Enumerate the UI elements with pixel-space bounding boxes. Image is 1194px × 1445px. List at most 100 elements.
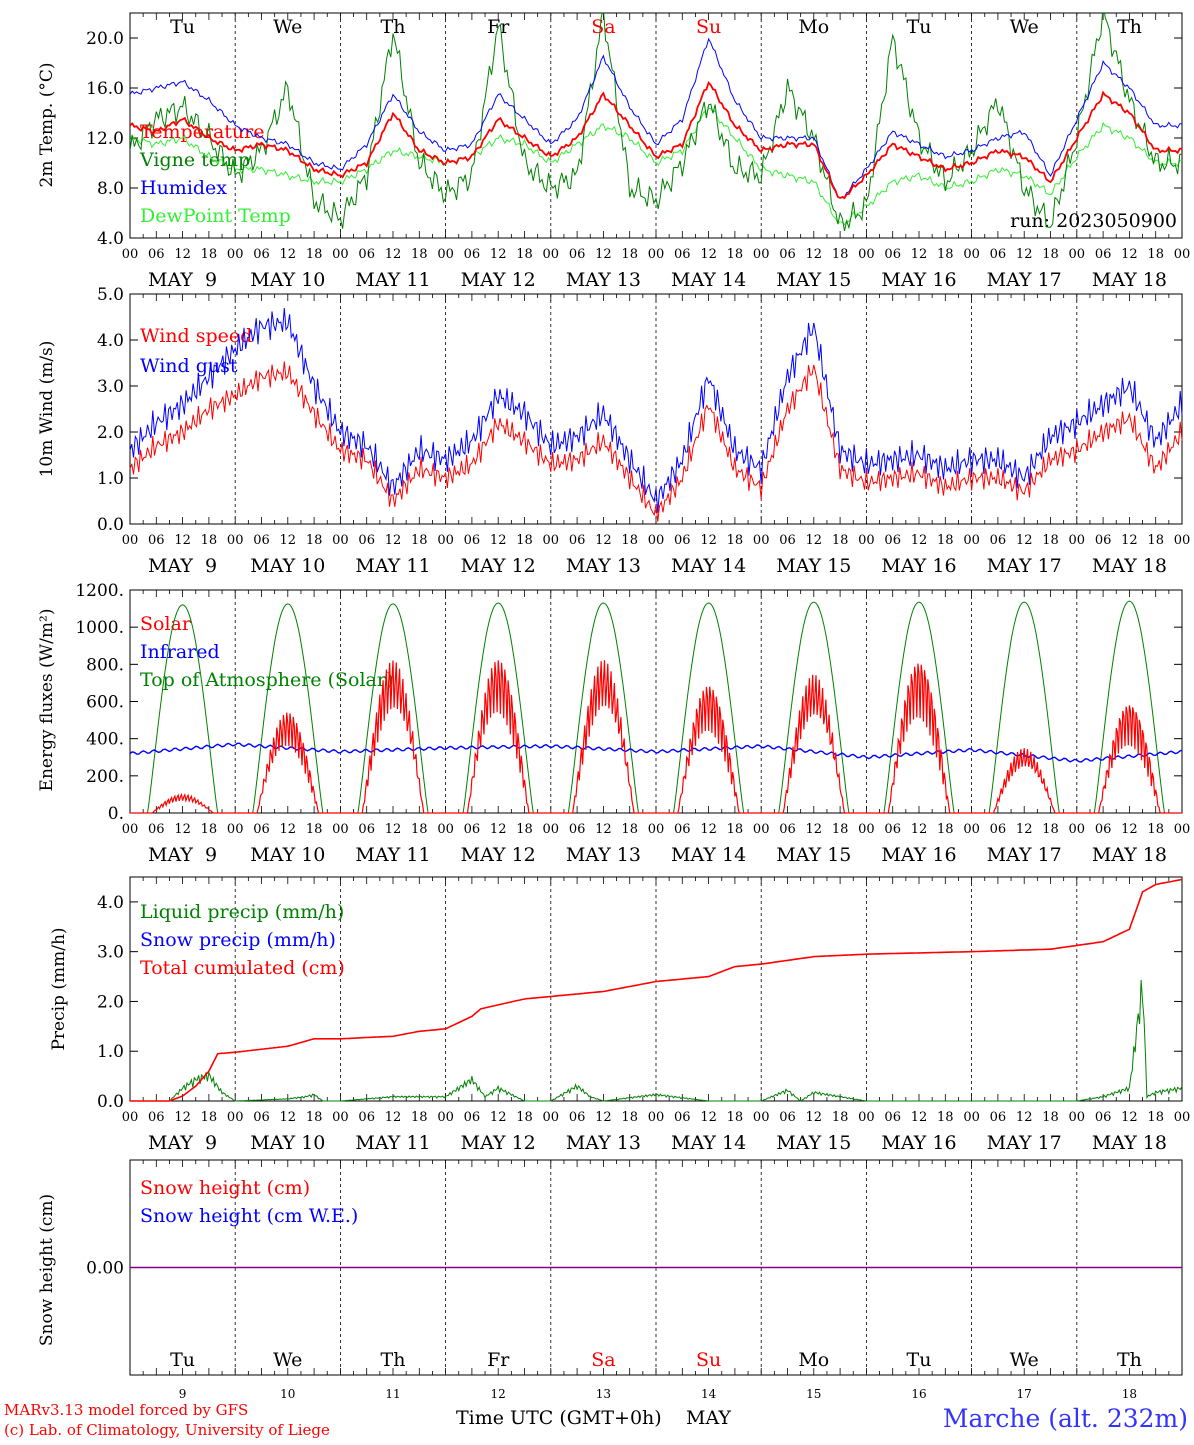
- weekday-label-bottom: Su: [696, 1349, 721, 1371]
- legend-entry: Snow precip (mm/h): [140, 929, 336, 951]
- hour-tick-label: 00: [753, 822, 770, 837]
- hour-tick-label: 06: [779, 247, 796, 262]
- date-label: MAY 9: [148, 555, 217, 577]
- hour-tick-label: 00: [858, 247, 875, 262]
- y-tick-label: 4.0: [97, 229, 124, 249]
- legend-entry: DewPoint Temp: [140, 205, 291, 227]
- hour-tick-label: 12: [174, 1110, 191, 1125]
- legend-entry: Top of Atmosphere (Solar): [140, 669, 393, 691]
- date-label: MAY 9: [148, 269, 217, 291]
- date-label: MAY 18: [1092, 269, 1167, 291]
- cumulated-precip-line: [130, 878, 1183, 1102]
- hour-tick-label: 06: [569, 247, 586, 262]
- hour-tick-label: 00: [122, 822, 139, 837]
- hour-tick-label: 00: [543, 822, 560, 837]
- hour-tick-label: 00: [753, 1110, 770, 1125]
- hour-tick-label: 06: [884, 1110, 901, 1125]
- hour-tick-label: 12: [911, 822, 928, 837]
- hour-tick-label: 00: [648, 822, 665, 837]
- y-tick-label: 0.00: [86, 1259, 124, 1279]
- hour-tick-label: 00: [332, 533, 349, 548]
- weekday-label-bottom: Th: [381, 1349, 406, 1371]
- hour-tick-label: 12: [700, 822, 717, 837]
- hour-tick-label: 18: [1147, 533, 1164, 548]
- hour-tick-label: 00: [963, 247, 980, 262]
- y-tick-label: 1200.: [75, 581, 124, 601]
- hour-tick-label: 18: [201, 1110, 218, 1125]
- date-label: MAY 10: [250, 555, 325, 577]
- weekday-label-bottom: Mo: [798, 1349, 829, 1371]
- hour-tick-label: 12: [595, 533, 612, 548]
- hour-tick-label: 18: [621, 247, 638, 262]
- hour-tick-label: 18: [621, 533, 638, 548]
- hour-tick-label: 18: [727, 247, 744, 262]
- y-tick-label: 2.0: [97, 423, 124, 443]
- y-tick-label: 0.0: [97, 1092, 124, 1112]
- hour-tick-label: 06: [569, 533, 586, 548]
- y-tick-label: 3.0: [97, 943, 124, 963]
- hour-tick-label: 06: [779, 1110, 796, 1125]
- hour-tick-label: 18: [1042, 533, 1059, 548]
- weekday-label: Th: [1117, 16, 1142, 38]
- hour-tick-label: 00: [1174, 247, 1191, 262]
- hour-tick-label: 12: [280, 533, 297, 548]
- date-label: MAY 15: [776, 1132, 851, 1154]
- hour-tick-label: 12: [1016, 533, 1033, 548]
- legend-entry: Infrared: [140, 641, 220, 663]
- hour-tick-label: 06: [990, 1110, 1007, 1125]
- hour-tick-label: 06: [358, 822, 375, 837]
- date-label: MAY 11: [355, 844, 430, 866]
- hour-tick-label: 00: [753, 533, 770, 548]
- hour-tick-label: 12: [700, 533, 717, 548]
- hour-tick-label: 12: [174, 533, 191, 548]
- time-axis-label: Time UTC (GMT+0h): [456, 1407, 662, 1429]
- date-label: MAY 18: [1092, 1132, 1167, 1154]
- legend-entry: Solar: [140, 613, 192, 635]
- legend-entry: Liquid precip (mm/h): [140, 901, 344, 923]
- panel-frame: [129, 589, 1183, 814]
- infrared-line: [129, 742, 1183, 763]
- hour-tick-label: 06: [464, 1110, 481, 1125]
- hour-tick-label: 12: [700, 1110, 717, 1125]
- hour-tick-label: 00: [648, 1110, 665, 1125]
- hour-tick-label: 12: [806, 533, 823, 548]
- date-label: MAY 17: [987, 555, 1062, 577]
- y-tick-label: 12.0: [86, 129, 124, 149]
- hour-tick-label: 06: [569, 822, 586, 837]
- hour-tick-label: 06: [1095, 247, 1112, 262]
- date-label: MAY 12: [461, 555, 536, 577]
- date-label: MAY 15: [776, 844, 851, 866]
- temp-line-lightgreen: [130, 107, 1182, 226]
- y-axis-label: 10m Wind (m/s): [37, 341, 57, 478]
- day-number: 17: [1017, 1387, 1032, 1401]
- y-tick-label: 800.: [86, 655, 124, 675]
- weekday-label: Su: [696, 16, 721, 38]
- hour-tick-label: 00: [858, 1110, 875, 1125]
- date-label: MAY 18: [1092, 555, 1167, 577]
- hour-tick-label: 12: [280, 822, 297, 837]
- hour-tick-label: 06: [674, 533, 691, 548]
- date-label: MAY 12: [461, 269, 536, 291]
- hour-tick-label: 18: [516, 533, 533, 548]
- hour-tick-label: 00: [1174, 1110, 1191, 1125]
- hour-tick-label: 18: [516, 822, 533, 837]
- hour-tick-label: 00: [332, 1110, 349, 1125]
- solar-line: [130, 660, 1182, 814]
- hour-tick-label: 00: [332, 822, 349, 837]
- hour-tick-label: 06: [884, 247, 901, 262]
- weekday-label-bottom: Tu: [170, 1349, 195, 1371]
- hour-tick-label: 12: [1016, 822, 1033, 837]
- date-label: MAY 13: [566, 269, 641, 291]
- hour-tick-label: 00: [543, 247, 560, 262]
- hour-tick-label: 00: [858, 533, 875, 548]
- hour-tick-label: 12: [1121, 247, 1138, 262]
- hour-tick-label: 18: [937, 533, 954, 548]
- hour-tick-label: 00: [543, 1110, 560, 1125]
- date-label: MAY 16: [881, 1132, 956, 1154]
- hour-tick-label: 12: [806, 247, 823, 262]
- date-label: MAY 10: [250, 269, 325, 291]
- y-tick-label: 16.0: [86, 79, 124, 99]
- y-tick-label: 0.0: [97, 515, 124, 535]
